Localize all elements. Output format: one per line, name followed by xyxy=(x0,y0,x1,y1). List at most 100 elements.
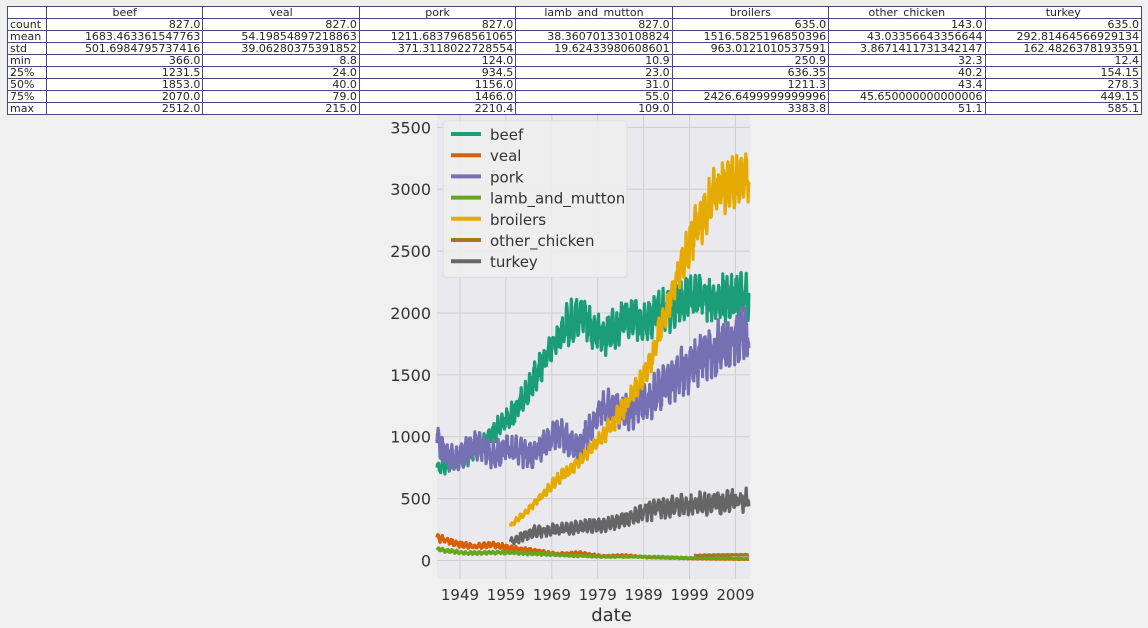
table-cell: 40.2 xyxy=(828,66,986,79)
legend-label: veal xyxy=(490,147,521,165)
series-line-broilers xyxy=(508,152,751,527)
y-tick-label: 2000 xyxy=(390,304,431,323)
table-cell: 1231.5 xyxy=(45,66,204,79)
table-cell: 827.0 xyxy=(45,18,204,31)
table-cell: 79.0 xyxy=(202,90,360,103)
legend-label: lamb_and_mutton xyxy=(490,190,625,209)
table-column-header: veal xyxy=(202,6,360,19)
table-cell: 501.6984795737416 xyxy=(45,42,204,55)
table-cell: 1683.463361547763 xyxy=(45,30,204,43)
legend: beef veal pork lamb_and_mutton broilers other… xyxy=(442,120,628,278)
x-tick-label: 1999 xyxy=(670,586,708,604)
table-cell: 31.0 xyxy=(515,78,673,91)
table-cell: 1853.0 xyxy=(45,78,204,91)
table-cell: 827.0 xyxy=(202,18,360,31)
row-label: 50% xyxy=(7,78,47,91)
y-tick-labels: 0 500 1000 1500 2000 2500 3000 3500 xyxy=(390,118,431,570)
table-cell: 2070.0 xyxy=(45,90,204,103)
table-cell: 8.8 xyxy=(202,54,360,67)
row-label: max xyxy=(7,102,47,115)
legend-label: pork xyxy=(490,168,524,186)
table-cell: 1211.3 xyxy=(671,78,830,91)
x-tick-label: 1979 xyxy=(579,586,617,604)
table-cell: 51.1 xyxy=(828,102,986,115)
x-tick-label: 2009 xyxy=(716,586,754,604)
series-line-other-chicken xyxy=(692,552,751,558)
x-tick-labels: 1949 1959 1969 1979 1989 1999 2009 xyxy=(441,586,755,604)
table-column-header: turkey xyxy=(984,6,1143,19)
table-cell: 2512.0 xyxy=(45,102,204,115)
table-column-header: other_chicken xyxy=(828,6,986,19)
x-axis-label: date xyxy=(591,605,632,625)
row-label: count xyxy=(7,18,47,31)
x-tick-label: 1949 xyxy=(441,586,479,604)
table-cell: 154.15 xyxy=(984,66,1143,79)
table-cell: 24.0 xyxy=(202,66,360,79)
row-label: 75% xyxy=(7,90,47,103)
table-row: 50% 1853.0 40.0 1156.0 31.0 1211.3 43.4 278.3 xyxy=(7,78,1143,91)
table-cell: 827.0 xyxy=(358,18,517,31)
table-cell: 1211.6837968561065 xyxy=(358,30,517,43)
table-cell: 162.4826378193591 xyxy=(984,42,1143,55)
table-cell: 32.3 xyxy=(828,54,986,67)
table-column-header: pork xyxy=(358,6,517,19)
table-cell: 250.9 xyxy=(671,54,830,67)
table-cell: 143.0 xyxy=(828,18,986,31)
row-label: mean xyxy=(7,30,47,43)
table-cell: 827.0 xyxy=(515,18,673,31)
table-cell: 40.0 xyxy=(202,78,360,91)
x-tick-label: 1959 xyxy=(487,586,525,604)
table-cell: 39.06280375391852 xyxy=(202,42,360,55)
row-label: 25% xyxy=(7,66,47,79)
table-row: max 2512.0 215.0 2210.4 109.0 3383.8 51.1 585.1 xyxy=(7,102,1143,115)
y-tick-label: 3000 xyxy=(390,180,431,199)
series-line-turkey xyxy=(508,486,751,546)
table-cell: 45.650000000000006 xyxy=(828,90,986,103)
table-cell: 10.9 xyxy=(515,54,673,67)
table-header-row: beef veal pork lamb_and_mutton broilers other… xyxy=(7,6,1143,19)
y-tick-label: 0 xyxy=(421,551,431,570)
table-cell: 934.5 xyxy=(358,66,517,79)
table-cell: 23.0 xyxy=(515,66,673,79)
table-cell: 2426.6499999999996 xyxy=(671,90,830,103)
table-cell: 635.0 xyxy=(671,18,830,31)
legend-label: turkey xyxy=(490,253,538,271)
table-body: count 827.0 827.0 827.0 827.0 635.0 143.0 635.0… xyxy=(7,18,1143,115)
table-header: beef veal pork lamb_and_mutton broilers other… xyxy=(7,6,1143,19)
table-cell: 635.0 xyxy=(984,18,1143,31)
table-cell: 215.0 xyxy=(202,102,360,115)
series-line-lamb-and-mutton xyxy=(435,546,751,561)
y-tick-label: 500 xyxy=(400,490,431,509)
table-column-header: beef xyxy=(45,6,204,19)
table-cell: 1466.0 xyxy=(358,90,517,103)
table-column-header: lamb_and_mutton xyxy=(515,6,673,19)
y-tick-label: 3500 xyxy=(390,118,431,137)
table-cell: 278.3 xyxy=(984,78,1143,91)
describe-table: beef veal pork lamb_and_mutton broilers other… xyxy=(7,6,1143,115)
y-tick-label: 2500 xyxy=(390,242,431,261)
legend-label: broilers xyxy=(490,211,546,229)
table-cell: 292.81464566929134 xyxy=(984,30,1143,43)
table-corner-cell xyxy=(7,6,47,19)
table-cell: 55.0 xyxy=(515,90,673,103)
table-cell: 12.4 xyxy=(984,54,1143,67)
table-cell: 1156.0 xyxy=(358,78,517,91)
table-column-header: broilers xyxy=(671,6,830,19)
legend-box xyxy=(442,120,628,278)
table-cell: 1516.5825196850396 xyxy=(671,30,830,43)
table-row: 25% 1231.5 24.0 934.5 23.0 636.35 40.2 154.15 xyxy=(7,66,1143,79)
line-chart: 0 500 1000 1500 2000 2500 3000 3500 1949 1959 196… xyxy=(390,115,755,625)
table-row: count 827.0 827.0 827.0 827.0 635.0 143.0 635.0 xyxy=(7,18,1143,31)
table-cell: 43.03356643356644 xyxy=(828,30,986,43)
table-row: mean 1683.463361547763 54.19854897218863 12… xyxy=(7,30,1143,43)
table-cell: 43.4 xyxy=(828,78,986,91)
legend-label: other_chicken xyxy=(490,232,595,251)
y-tick-label: 1000 xyxy=(390,428,431,447)
table-row: std 501.6984795737416 39.06280375391852 371… xyxy=(7,42,1143,55)
table-row: 75% 2070.0 79.0 1466.0 55.0 2426.649999999999… xyxy=(7,90,1143,103)
table-cell: 963.0121010537591 xyxy=(671,42,830,55)
legend-label: beef xyxy=(490,126,524,144)
table-cell: 2210.4 xyxy=(358,102,517,115)
table-cell: 124.0 xyxy=(358,54,517,67)
x-tick-label: 1989 xyxy=(625,586,663,604)
